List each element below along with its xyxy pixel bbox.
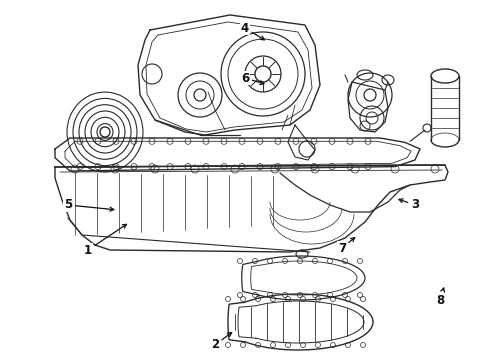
Text: 7: 7 bbox=[338, 238, 355, 255]
Text: 8: 8 bbox=[436, 288, 444, 306]
Text: 6: 6 bbox=[241, 72, 264, 85]
Text: 4: 4 bbox=[241, 22, 265, 40]
Text: 5: 5 bbox=[64, 198, 114, 211]
Text: 2: 2 bbox=[211, 333, 232, 351]
Text: 3: 3 bbox=[399, 198, 419, 211]
Text: 1: 1 bbox=[84, 224, 126, 256]
